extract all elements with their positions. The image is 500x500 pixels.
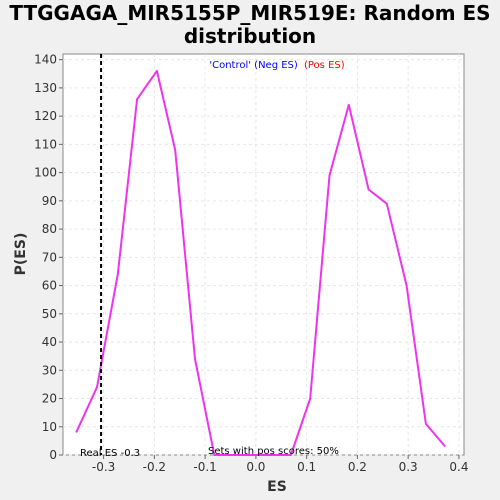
legend-neg-label: 'Control' (Neg ES) xyxy=(209,60,298,71)
chart-title-line-2: distribution xyxy=(184,24,316,48)
x-tick-label: -0.2 xyxy=(143,460,166,474)
grid-lines xyxy=(63,54,464,456)
chart-title-line-1: TTGGAGA_MIR5155P_MIR519E: Random ES xyxy=(9,1,490,25)
series-layer xyxy=(75,69,446,456)
x-axis-title: ES xyxy=(267,479,287,495)
y-tick-label: 90 xyxy=(42,194,57,208)
y-tick-label: 40 xyxy=(42,335,57,349)
y-tick-label: 140 xyxy=(34,53,57,67)
x-tick-label: -0.3 xyxy=(92,460,115,474)
y-tick-label: 110 xyxy=(34,137,57,151)
x-tick-label: 0.1 xyxy=(297,460,316,474)
x-tick-label: 0.4 xyxy=(449,460,468,474)
x-tick-label: 0.0 xyxy=(246,460,265,474)
y-tick-label: 20 xyxy=(42,392,57,406)
legend: 'Control' (Neg ES) (Pos ES) xyxy=(209,60,344,71)
pos-scores-label: Sets with pos scores: 50% xyxy=(208,446,339,457)
plot-area xyxy=(62,53,465,456)
x-tick-label: -0.1 xyxy=(193,460,216,474)
es-distribution-line xyxy=(75,69,446,456)
y-tick-label: 10 xyxy=(42,420,57,434)
x-tick-label: 0.3 xyxy=(399,460,418,474)
y-tick-label: 50 xyxy=(42,307,57,321)
y-tick-label: 100 xyxy=(34,166,57,180)
real-es-label: Real ES -0.3 xyxy=(80,448,140,459)
legend-pos-label: (Pos ES) xyxy=(304,60,345,71)
y-tick-label: 120 xyxy=(34,109,57,123)
y-tick-label: 70 xyxy=(42,250,57,264)
y-tick-label: 0 xyxy=(49,448,57,462)
y-tick-label: 130 xyxy=(34,81,57,95)
y-tick-label: 30 xyxy=(42,363,57,377)
x-tick-label: 0.2 xyxy=(348,460,367,474)
axes: 0 10 20 30 40 50 60 70 80 90 100 110 120 130 140 -0.3 -0… xyxy=(34,53,468,474)
y-tick-label: 80 xyxy=(42,222,57,236)
y-tick-label: 60 xyxy=(42,279,57,293)
y-axis-title: P(ES) xyxy=(13,233,29,276)
